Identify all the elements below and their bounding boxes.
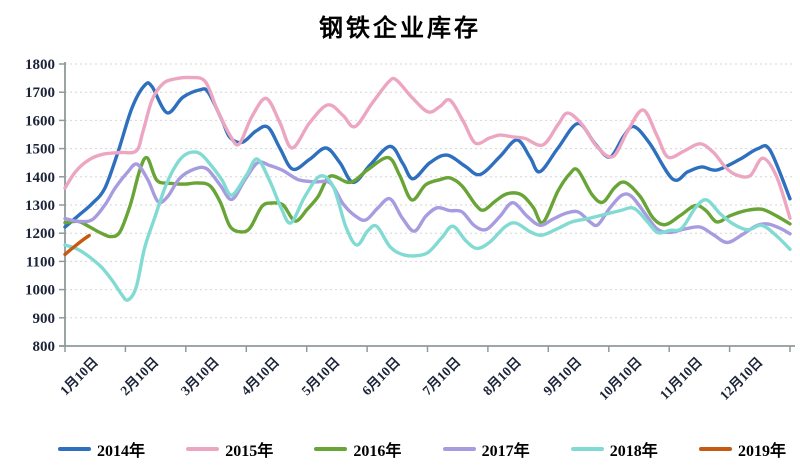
legend-swatch — [58, 447, 91, 451]
series-line-2018年 — [63, 150, 792, 302]
x-axis-tick-label-group: 4月10日 — [238, 354, 282, 398]
legend-item-2015年: 2015年 — [186, 437, 273, 461]
legend-item-2014年: 2014年 — [58, 437, 145, 461]
x-axis-tick-label-group: 3月10日 — [178, 354, 222, 398]
x-axis-tick-label: 10月10日 — [596, 354, 645, 403]
x-axis-tick-label: 12月10日 — [717, 354, 766, 403]
x-axis-tick-label-group: 10月10日 — [596, 354, 645, 403]
legend-item-2019年: 2019年 — [698, 437, 786, 461]
legend-swatch — [314, 447, 348, 451]
legend-item-2018年: 2018年 — [570, 437, 658, 461]
x-axis-tick-label: 6月10日 — [359, 354, 403, 398]
x-axis-tick-label-group: 6月10日 — [359, 354, 403, 398]
legend-swatch — [570, 447, 604, 451]
legend-label: 2016年 — [353, 443, 402, 460]
legend-item-2016年: 2016年 — [314, 437, 401, 461]
y-axis-tick-label: 1600 — [25, 113, 55, 129]
x-axis-tick-label-group: 2月10日 — [117, 354, 161, 398]
legend-swatch — [698, 447, 732, 451]
chart-title: 钢铁企业库存 — [319, 16, 481, 42]
legend-label: 2019年 — [737, 443, 786, 460]
x-axis-tick-label: 8月10日 — [480, 354, 524, 398]
legend: 2014年 2015年 2016年 2017年 2018年 2019年 — [58, 437, 786, 461]
x-axis-tick-label: 9月10日 — [540, 354, 584, 398]
series-line-2016年 — [63, 155, 792, 239]
y-axis-tick-label: 1700 — [25, 85, 55, 101]
x-axis-tick-label: 7月10日 — [419, 354, 463, 398]
legend-label: 2018年 — [609, 443, 658, 460]
y-axis-tick-label: 1300 — [25, 198, 55, 214]
y-axis-tick-label: 1500 — [25, 142, 55, 158]
plot-area: 800 900 1000 1100 1200 1300 1400 1500 1600 1700 18… — [25, 57, 795, 403]
x-axis-tick-label-group: 1月10日 — [57, 354, 101, 398]
y-axis-tick-label: 800 — [33, 339, 56, 355]
y-axis-tick-label: 1000 — [25, 283, 55, 299]
x-axis-tick-label-group: 7月10日 — [419, 354, 463, 398]
legend-label: 2014年 — [97, 443, 146, 460]
x-axis-tick-label-group: 11月10日 — [657, 354, 705, 402]
legend-swatch — [186, 447, 220, 451]
x-axis-tick-label: 11月10日 — [657, 354, 705, 402]
y-axis-tick-label: 1100 — [26, 254, 55, 270]
y-axis-tick-label: 900 — [33, 311, 56, 327]
x-axis-tick-label: 2月10日 — [117, 354, 161, 398]
series-line-2015年 — [63, 75, 792, 220]
x-axis-tick-label-group: 9月10日 — [540, 354, 584, 398]
x-axis-tick-label-group: 12月10日 — [717, 354, 766, 403]
x-axis-tick-label-group: 5月10日 — [299, 354, 343, 398]
y-axis-tick-label: 1800 — [25, 57, 55, 73]
legend-swatch — [442, 447, 476, 451]
y-axis-tick-label: 1400 — [25, 170, 55, 186]
x-axis-tick-label: 5月10日 — [299, 354, 343, 398]
series-line-2017年 — [63, 160, 792, 245]
x-axis-tick-label: 4月10日 — [238, 354, 282, 398]
series-line-2019年 — [63, 233, 91, 257]
legend-label: 2017年 — [481, 443, 530, 460]
legend-label: 2015年 — [225, 443, 274, 460]
legend-item-2017年: 2017年 — [442, 437, 530, 461]
x-axis-tick-label: 3月10日 — [178, 354, 222, 398]
y-axis-tick-label: 1200 — [25, 226, 55, 242]
x-axis-tick-label: 1月10日 — [57, 354, 101, 398]
x-axis-tick-label-group: 8月10日 — [480, 354, 524, 398]
series-line-2014年 — [63, 81, 792, 229]
